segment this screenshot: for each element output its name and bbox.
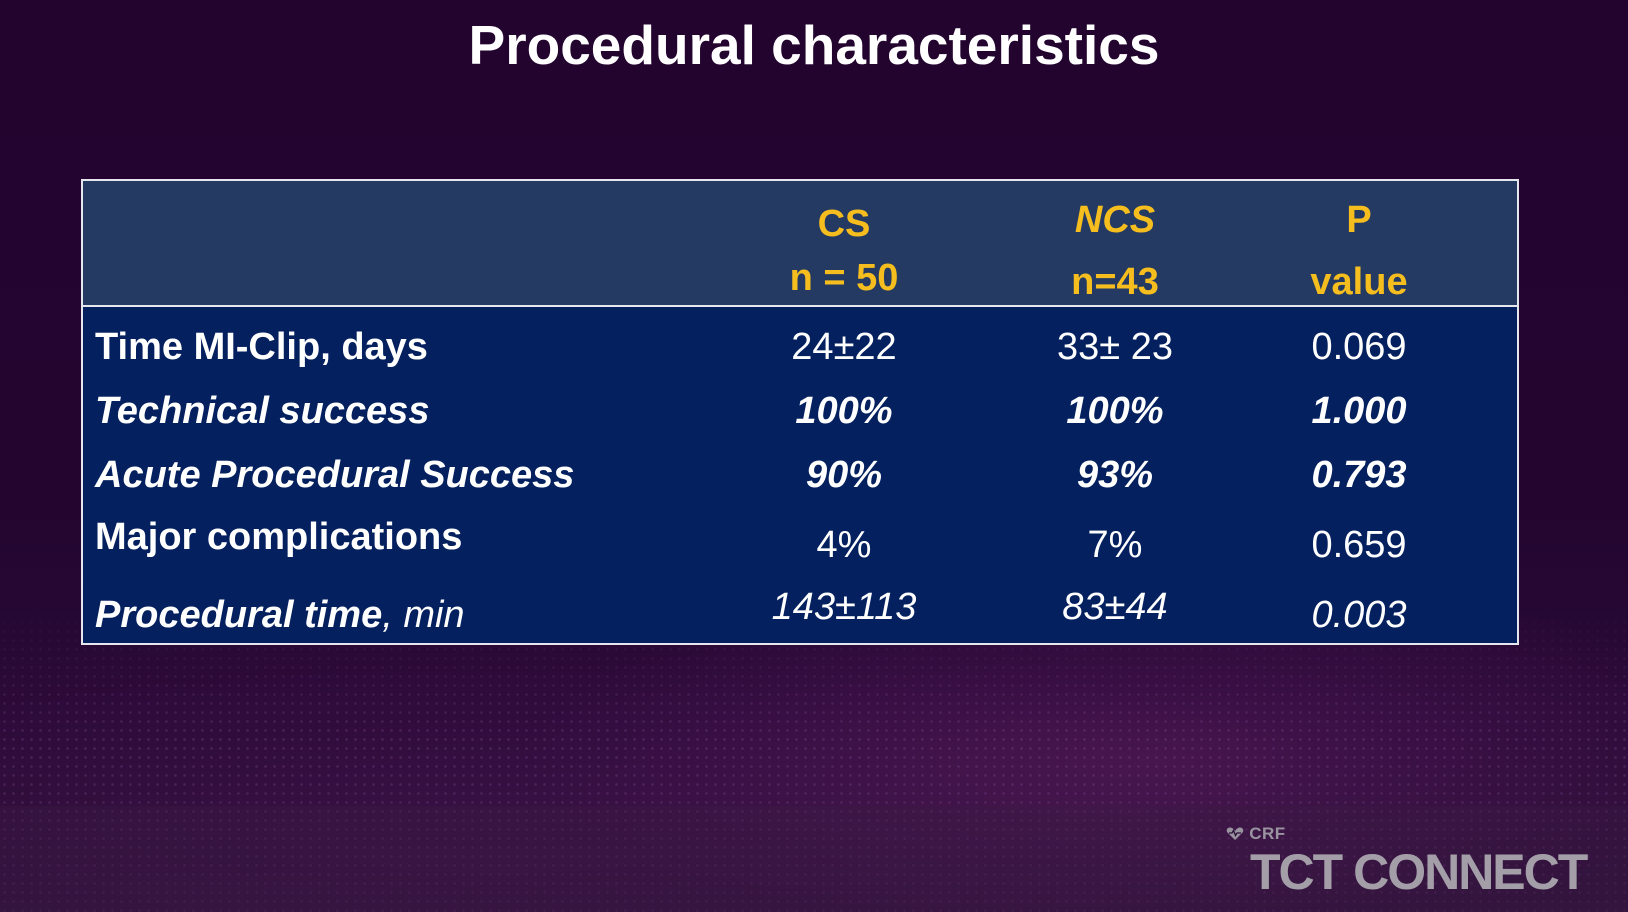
footer-band [0,806,1628,912]
header-ncs-n: n=43 [1071,261,1159,303]
background-dot-pattern [0,600,1628,912]
row-major-complications-cs: 4% [816,524,872,566]
table-header-row: CS n = 50 NCS n=43 P value [83,181,1517,307]
crf-heart-icon [1226,827,1244,840]
header-cs: CS n = 50 [724,197,964,305]
row-major-complications-p: 0.659 [1311,524,1407,566]
row-technical-success-p: 1.000 [1311,390,1407,432]
row-technical-success-ncs: 100% [1066,390,1164,432]
row-procedural-time-label-unit: , min [382,594,465,636]
header-ncs-label: NCS [1074,199,1156,241]
row-procedural-time-p: 0.003 [1311,594,1407,636]
row-procedural-time-ncs: 83±44 [1062,586,1168,628]
row-time-mi-clip-label: Time MI-Clip, days [95,326,428,368]
header-p-label: P [1346,199,1372,241]
row-acute-procedural-success-label: Acute Procedural Success [95,454,575,496]
header-cs-label: CS [817,203,871,245]
row-acute-procedural-success-p: 0.793 [1311,454,1407,496]
header-value-label: value [1310,261,1408,303]
procedural-table: CS n = 50 NCS n=43 P value Time MI-Clip,… [81,179,1519,645]
crf-logo-text: CRF [1249,824,1286,843]
row-time-mi-clip-p: 0.069 [1311,326,1407,368]
slide-title: Procedural characteristics [468,14,1160,76]
row-procedural-time-cs: 143±113 [771,586,917,628]
crf-logo: CRF [1226,824,1286,844]
row-time-mi-clip-cs: 24±22 [791,326,897,368]
header-cs-n: n = 50 [789,257,899,299]
tct-connect-logo: CRF TCT CONNECT [1226,820,1606,905]
header-p-value: P value [1239,189,1479,313]
row-time-mi-clip-ncs: 33± 23 [1057,326,1173,368]
row-procedural-time-label-main: Procedural time [95,594,383,636]
row-technical-success-label: Technical success [95,390,430,432]
tct-connect-wordmark: TCT CONNECT [1250,844,1588,900]
row-acute-procedural-success-cs: 90% [805,454,883,496]
row-major-complications-ncs: 7% [1087,524,1143,566]
row-technical-success-cs: 100% [795,390,893,432]
row-major-complications-label: Major complications [95,516,463,558]
row-acute-procedural-success-ncs: 93% [1076,454,1154,496]
header-ncs: NCS n=43 [995,189,1235,313]
row-procedural-time-label: Procedural time, min [95,593,465,637]
